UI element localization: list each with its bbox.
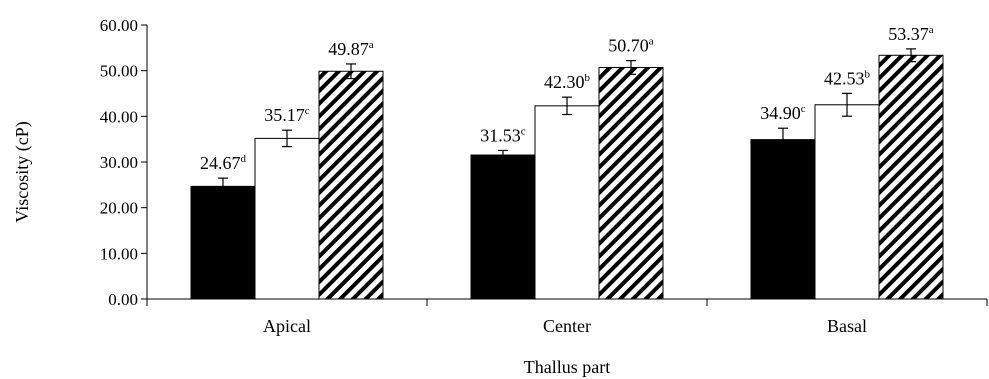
significance-letter: c	[521, 125, 526, 137]
bar	[470, 154, 536, 300]
data-label: 49.87a	[328, 39, 374, 59]
significance-letter: c	[801, 103, 806, 115]
bar	[750, 139, 816, 300]
x-category-label: Basal	[827, 316, 867, 336]
bar	[814, 104, 880, 300]
x-category-label: Apical	[263, 316, 311, 336]
bar	[878, 54, 944, 300]
data-label: 42.30b	[544, 72, 591, 92]
significance-letter: c	[305, 105, 310, 117]
x-axis: Apical Center Basal	[146, 298, 988, 336]
bar	[534, 105, 600, 300]
data-label: 31.53c	[480, 125, 526, 145]
data-labels: 24.67d 35.17c 49.87a 31.53c 42.30b 50.70a 34.9…	[200, 24, 934, 173]
bar	[190, 185, 256, 300]
bar	[254, 137, 320, 300]
y-axis-title: Viscosity (cP)	[12, 121, 33, 222]
bars	[190, 48, 944, 300]
data-label: 53.37a	[888, 24, 934, 44]
significance-letter: a	[369, 39, 374, 51]
data-label: 35.17c	[264, 105, 310, 125]
bar	[318, 70, 384, 300]
x-axis-title: Thallus part	[524, 357, 610, 377]
significance-letter: d	[241, 153, 247, 165]
data-label: 24.67d	[200, 153, 247, 173]
significance-letter: b	[585, 72, 591, 84]
y-axis: 0.00 10.00 20.00 30.00 40.00 50.00 60.00	[100, 16, 148, 309]
data-label: 42.53b	[824, 68, 871, 88]
data-label: 34.90c	[760, 103, 806, 123]
significance-letter: a	[649, 36, 654, 48]
significance-letter: b	[865, 68, 871, 80]
x-category-label: Center	[543, 316, 591, 336]
y-tick-label: 10.00	[100, 244, 138, 263]
data-label: 50.70a	[608, 36, 654, 56]
y-tick-label: 20.00	[100, 199, 138, 218]
bar	[598, 66, 664, 300]
y-tick-label: 40.00	[100, 107, 138, 126]
y-tick-label: 60.00	[100, 16, 138, 35]
y-tick-label: 0.00	[108, 290, 138, 309]
y-tick-label: 50.00	[100, 62, 138, 81]
significance-letter: a	[929, 24, 934, 36]
y-tick-label: 30.00	[100, 153, 138, 172]
